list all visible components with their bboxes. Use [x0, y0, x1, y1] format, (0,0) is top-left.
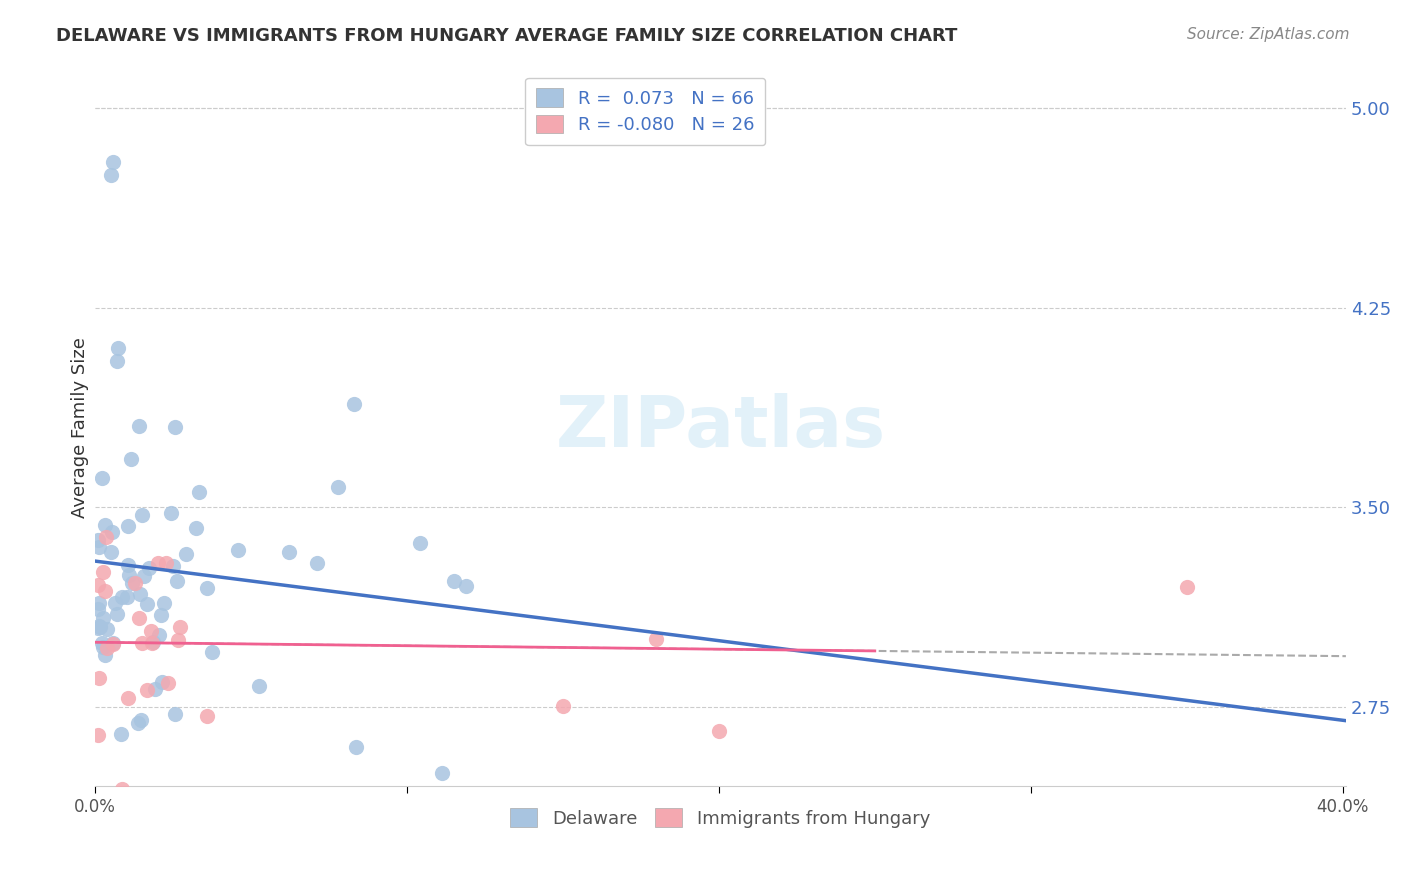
- Point: [94, 517, 117, 532]
- Point: [128, 419, 150, 434]
- Point: [155, 557, 177, 571]
- Point: [117, 558, 139, 573]
- Point: [117, 519, 139, 533]
- Point: [100, 168, 122, 182]
- Point: [111, 590, 134, 604]
- Point: [118, 568, 141, 582]
- Point: [89, 619, 111, 633]
- Point: [344, 739, 367, 754]
- Point: [87, 533, 110, 547]
- Point: [136, 598, 159, 612]
- Point: [150, 675, 173, 690]
- Point: [226, 542, 249, 557]
- Point: [91, 640, 114, 654]
- Point: [104, 596, 127, 610]
- Point: [93, 611, 115, 625]
- Point: [124, 576, 146, 591]
- Point: [96, 640, 118, 655]
- Point: [188, 485, 211, 500]
- Point: [162, 559, 184, 574]
- Point: [91, 636, 114, 650]
- Point: [110, 727, 132, 741]
- Text: DELAWARE VS IMMIGRANTS FROM HUNGARY AVERAGE FAMILY SIZE CORRELATION CHART: DELAWARE VS IMMIGRANTS FROM HUNGARY AVER…: [56, 27, 957, 45]
- Point: [121, 576, 143, 591]
- Point: [149, 607, 172, 622]
- Point: [127, 716, 149, 731]
- Point: [128, 587, 150, 601]
- Point: [91, 471, 114, 485]
- Point: [139, 624, 162, 639]
- Point: [430, 766, 453, 780]
- Point: [138, 561, 160, 575]
- Point: [141, 635, 163, 649]
- Point: [195, 709, 218, 723]
- Point: [247, 679, 270, 693]
- Point: [89, 541, 111, 555]
- Point: [115, 590, 138, 604]
- Point: [107, 341, 129, 355]
- Point: [195, 581, 218, 595]
- Point: [89, 671, 111, 685]
- Point: [129, 713, 152, 727]
- Point: [166, 574, 188, 588]
- Point: [645, 632, 668, 646]
- Point: [305, 556, 328, 570]
- Point: [201, 645, 224, 659]
- Point: [184, 521, 207, 535]
- Point: [163, 706, 186, 721]
- Point: [135, 683, 157, 698]
- Y-axis label: Average Family Size: Average Family Size: [72, 337, 89, 518]
- Point: [94, 584, 117, 599]
- Point: [87, 578, 110, 592]
- Point: [101, 636, 124, 650]
- Text: ZIPatlas: ZIPatlas: [555, 393, 886, 462]
- Legend: Delaware, Immigrants from Hungary: Delaware, Immigrants from Hungary: [503, 801, 938, 835]
- Point: [111, 782, 134, 797]
- Point: [277, 545, 299, 559]
- Point: [101, 637, 124, 651]
- Point: [89, 619, 111, 633]
- Point: [103, 154, 125, 169]
- Point: [131, 636, 153, 650]
- Point: [91, 565, 114, 579]
- Point: [551, 698, 574, 713]
- Point: [160, 507, 183, 521]
- Point: [707, 723, 730, 738]
- Point: [143, 682, 166, 697]
- Point: [148, 628, 170, 642]
- Point: [165, 420, 187, 434]
- Point: [87, 727, 110, 741]
- Point: [94, 530, 117, 544]
- Point: [132, 568, 155, 582]
- Point: [89, 596, 111, 610]
- Point: [146, 556, 169, 570]
- Point: [117, 690, 139, 705]
- Point: [142, 635, 165, 649]
- Point: [343, 397, 366, 411]
- Point: [443, 574, 465, 588]
- Point: [409, 536, 432, 550]
- Point: [131, 508, 153, 523]
- Point: [128, 610, 150, 624]
- Text: Source: ZipAtlas.com: Source: ZipAtlas.com: [1187, 27, 1350, 42]
- Point: [1175, 580, 1198, 594]
- Point: [100, 545, 122, 559]
- Point: [96, 622, 118, 636]
- Point: [454, 578, 477, 592]
- Point: [107, 607, 129, 621]
- Point: [328, 481, 350, 495]
- Point: [100, 525, 122, 540]
- Point: [169, 619, 191, 633]
- Point: [174, 548, 197, 562]
- Point: [105, 354, 128, 368]
- Point: [120, 452, 142, 467]
- Point: [94, 648, 117, 663]
- Point: [167, 633, 190, 648]
- Point: [87, 621, 110, 635]
- Point: [156, 675, 179, 690]
- Point: [87, 602, 110, 616]
- Point: [153, 596, 176, 610]
